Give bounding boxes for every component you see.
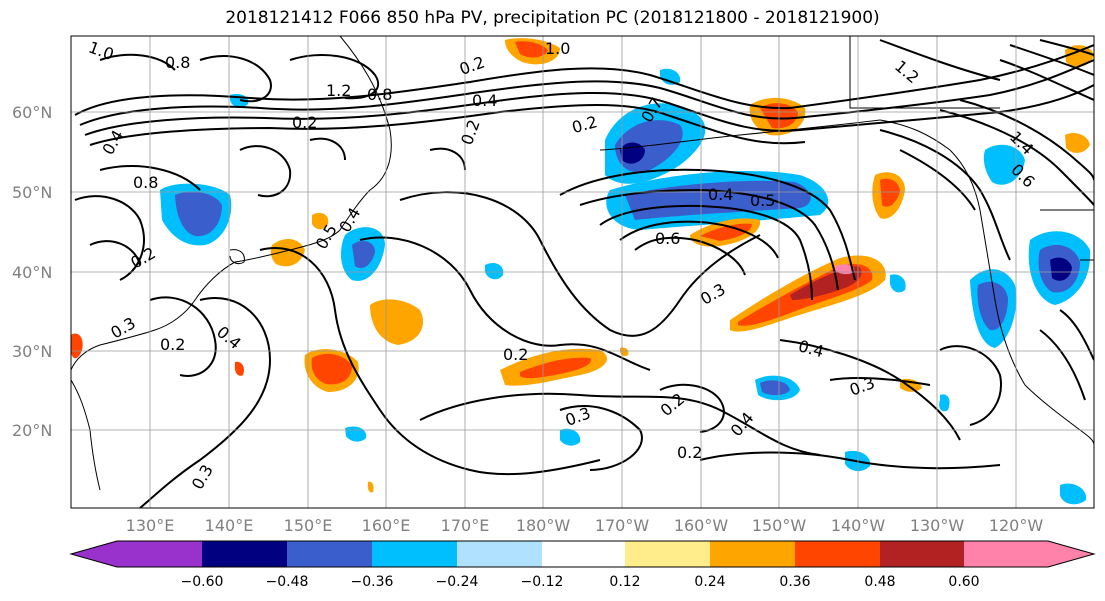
colorbar-segment (457, 541, 542, 567)
precip-shading (71, 38, 1094, 505)
contour-label: 0.2 (503, 345, 528, 364)
contour-label: 0.5 (750, 191, 775, 210)
lon-label: 130°E (126, 516, 175, 535)
colorbar-outline (69, 540, 1096, 568)
lat-label: 50°N (12, 183, 52, 202)
colorbar-tick: 0.24 (694, 574, 725, 590)
colorbar-tick: 0.36 (779, 574, 810, 590)
lon-label: 140°W (831, 516, 886, 535)
colorbar-segment (542, 541, 625, 567)
lon-label: 170°W (595, 516, 650, 535)
colorbar-extend-min (71, 541, 117, 567)
lon-label: 170°E (441, 516, 490, 535)
lat-label: 60°N (12, 103, 52, 122)
lon-label: 180°W (516, 516, 571, 535)
colorbar-segment (372, 541, 457, 567)
colorbar-tick: −0.60 (181, 574, 224, 590)
colorbar-extend-max (1048, 541, 1094, 567)
contour-label: 0.2 (160, 335, 185, 354)
map-area: 1.0 0.8 1.2 0.8 0.4 0.2 0.2 0.8 0.4 0.5 … (71, 36, 1094, 508)
contour-label: 0.8 (133, 173, 158, 192)
lon-label: 130°W (910, 516, 965, 535)
latitude-labels: 60°N 50°N 40°N 30°N 20°N (12, 103, 52, 440)
lon-label: 160°E (362, 516, 411, 535)
lon-label: 150°W (752, 516, 807, 535)
contour-label: 0.4 (708, 185, 733, 204)
contour-label: 0.2 (292, 113, 317, 132)
colorbar-segment (710, 541, 795, 567)
lat-label: 20°N (12, 421, 52, 440)
contour-label: 0.6 (655, 229, 680, 248)
lon-label: 140°E (205, 516, 254, 535)
colorbar-tick: −0.36 (351, 574, 394, 590)
lon-label: 150°E (284, 516, 333, 535)
colorbar: −0.60 −0.48 −0.36 −0.24 −0.12 0.12 0.24 … (69, 540, 1096, 590)
colorbar-segment (202, 541, 287, 567)
lat-label: 30°N (12, 342, 52, 361)
lat-label: 40°N (12, 263, 52, 282)
contour-label: 0.2 (677, 443, 702, 462)
contour-label: 1.2 (326, 81, 351, 100)
map-frame (70, 35, 1095, 509)
lon-label: 160°W (674, 516, 729, 535)
colorbar-segment (795, 541, 880, 567)
colorbar-segment (625, 541, 710, 567)
contour-label: 0.8 (367, 85, 392, 104)
colorbar-tick: 0.12 (609, 574, 640, 590)
colorbar-tick: 0.48 (864, 574, 895, 590)
colorbar-tick: −0.24 (436, 574, 479, 590)
pv-contours (74, 39, 1094, 508)
contour-label: 0.4 (472, 91, 497, 110)
map-title: 2018121412 F066 850 hPa PV, precipitatio… (225, 8, 880, 28)
colorbar-segment (287, 541, 372, 567)
lon-label: 120°W (989, 516, 1044, 535)
coastlines (71, 36, 1094, 491)
colorbar-segment (117, 541, 202, 567)
colorbar-tick: 0.60 (948, 574, 979, 590)
colorbar-segment (964, 541, 1048, 567)
colorbar-ticks: −0.60 −0.48 −0.36 −0.24 −0.12 0.12 0.24 … (181, 574, 980, 590)
graticule (71, 36, 1094, 508)
longitude-labels: 130°E 140°E 150°E 160°E 170°E 180°W 170°… (126, 516, 1044, 535)
colorbar-tick: −0.12 (521, 574, 564, 590)
colorbar-tick: −0.48 (266, 574, 309, 590)
colorbar-segment (880, 541, 964, 567)
contour-label: 0.8 (165, 53, 190, 72)
contour-label: 1.0 (545, 39, 570, 58)
